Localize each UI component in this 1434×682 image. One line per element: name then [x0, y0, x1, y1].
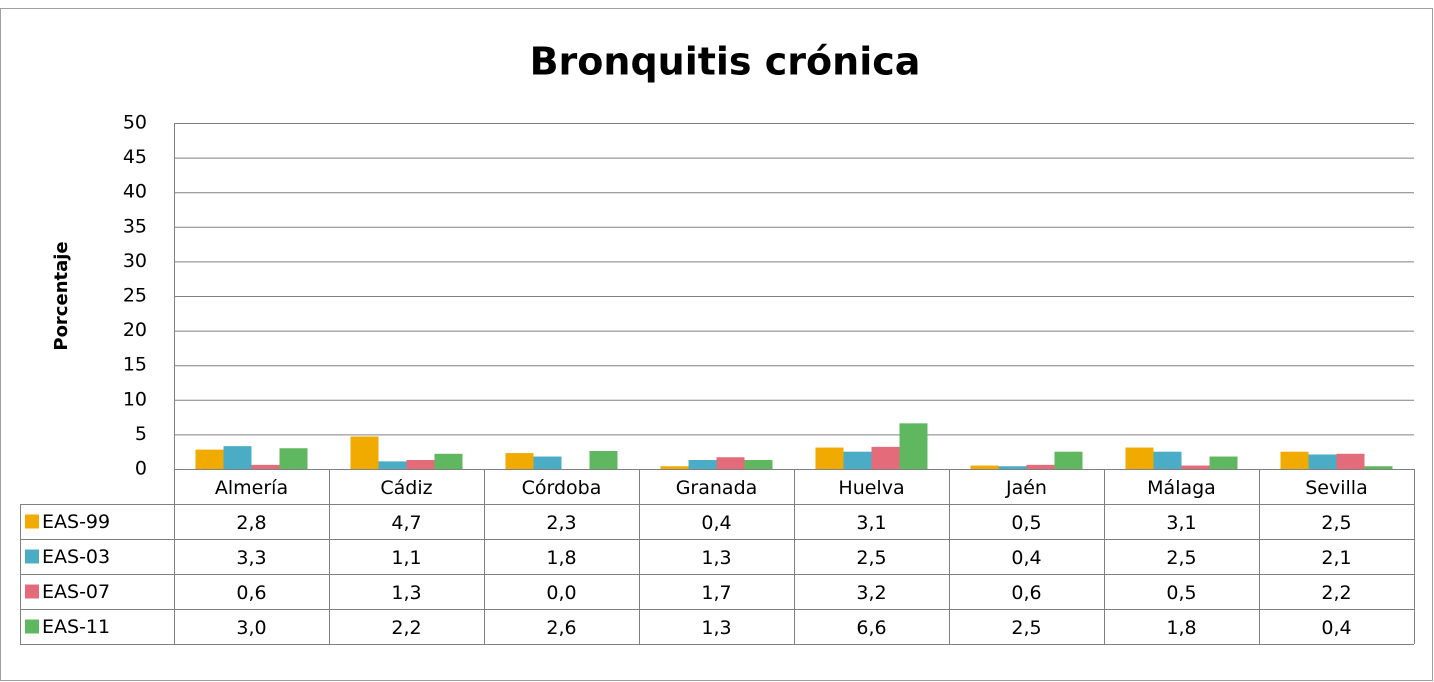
bar: [434, 453, 463, 469]
bar: [688, 460, 717, 469]
x-tick-label: Almería: [215, 477, 288, 499]
table-value: 0,4: [1321, 617, 1351, 639]
table-value: 2,3: [546, 512, 576, 534]
y-tick-label: 45: [123, 146, 147, 168]
bar: [251, 464, 280, 469]
bar: [406, 460, 435, 469]
table-value: 2,5: [1166, 547, 1196, 569]
bar: [1026, 464, 1055, 469]
legend-label: EAS-07: [42, 581, 110, 603]
table-value: 2,5: [1011, 617, 1041, 639]
table-value: 0,5: [1011, 512, 1041, 534]
table-value: 0,4: [1011, 547, 1041, 569]
table-value: 2,5: [856, 547, 886, 569]
y-axis-label: Porcentaje: [51, 241, 72, 350]
table-value: 3,2: [856, 582, 886, 604]
table-value: 2,8: [236, 512, 266, 534]
table-value: 1,3: [701, 547, 731, 569]
y-tick-label: 10: [123, 388, 147, 410]
legend-swatch: [25, 619, 39, 634]
y-tick-label: 5: [135, 423, 147, 445]
table-value: 2,6: [546, 617, 576, 639]
bar: [843, 451, 872, 469]
x-tick-label: Córdoba: [522, 477, 602, 499]
table-value: 0,6: [236, 582, 266, 604]
table-value: 2,2: [1321, 582, 1351, 604]
bar: [505, 453, 534, 469]
bar: [1181, 465, 1210, 469]
bar: [1308, 454, 1337, 469]
legend-swatch: [25, 549, 39, 564]
bar: [350, 436, 379, 469]
table-value: 3,0: [236, 617, 266, 639]
legend-label: EAS-11: [42, 616, 110, 638]
x-tick-label: Cádiz: [380, 477, 432, 499]
table-value: 0,6: [1011, 582, 1041, 604]
bar: [533, 456, 562, 469]
bar: [1364, 466, 1393, 469]
table-value: 1,8: [546, 547, 576, 569]
x-tick-label: Huelva: [838, 477, 904, 499]
bar: [223, 446, 252, 469]
x-tick-label: Jaén: [1005, 477, 1047, 499]
bar: [1280, 451, 1309, 469]
bar: [1125, 447, 1154, 469]
legend-swatch: [25, 584, 39, 599]
table-value: 1,3: [391, 582, 421, 604]
bar: [871, 446, 900, 469]
bar: [998, 466, 1027, 469]
bar: [1209, 456, 1238, 469]
table-value: 1,8: [1166, 617, 1196, 639]
bar: [899, 423, 928, 469]
table-value: 1,3: [701, 617, 731, 639]
legend-label: EAS-99: [42, 511, 110, 533]
table-value: 2,1: [1321, 547, 1351, 569]
bar: [970, 465, 999, 469]
y-tick-label: 15: [123, 354, 147, 376]
table-value: 2,2: [391, 617, 421, 639]
y-tick-label: 25: [123, 285, 147, 307]
x-tick-label: Málaga: [1147, 477, 1216, 499]
y-tick-label: 50: [123, 112, 147, 134]
bar: [716, 457, 745, 469]
bar: [1336, 453, 1365, 469]
x-tick-label: Sevilla: [1305, 477, 1367, 499]
table-value: 2,5: [1321, 512, 1351, 534]
y-tick-label: 40: [123, 181, 147, 203]
y-tick-label: 20: [123, 319, 147, 341]
table-value: 3,3: [236, 547, 266, 569]
chart-title: Bronquitis crónica: [530, 40, 921, 84]
bar: [1153, 451, 1182, 469]
bar: [660, 466, 689, 469]
legend-swatch: [25, 514, 39, 529]
legend-label: EAS-03: [42, 546, 110, 568]
table-value: 0,0: [546, 582, 576, 604]
bar: [378, 461, 407, 469]
bar: [744, 460, 773, 469]
x-tick-label: Granada: [676, 477, 758, 499]
bar: [589, 451, 618, 469]
table-value: 0,5: [1166, 582, 1196, 604]
table-value: 0,4: [701, 512, 731, 534]
chart-border: [0, 8, 1433, 681]
bar: [815, 447, 844, 469]
y-tick-label: 30: [123, 250, 147, 272]
table-value: 4,7: [391, 512, 421, 534]
bar: [195, 449, 224, 469]
table-value: 6,6: [856, 617, 886, 639]
table-value: 1,1: [391, 547, 421, 569]
y-tick-label: 35: [123, 215, 147, 237]
table-value: 1,7: [701, 582, 731, 604]
bar: [279, 448, 308, 469]
table-value: 3,1: [1166, 512, 1196, 534]
bar: [1054, 451, 1083, 469]
y-tick-label: 0: [135, 458, 147, 480]
table-value: 3,1: [856, 512, 886, 534]
